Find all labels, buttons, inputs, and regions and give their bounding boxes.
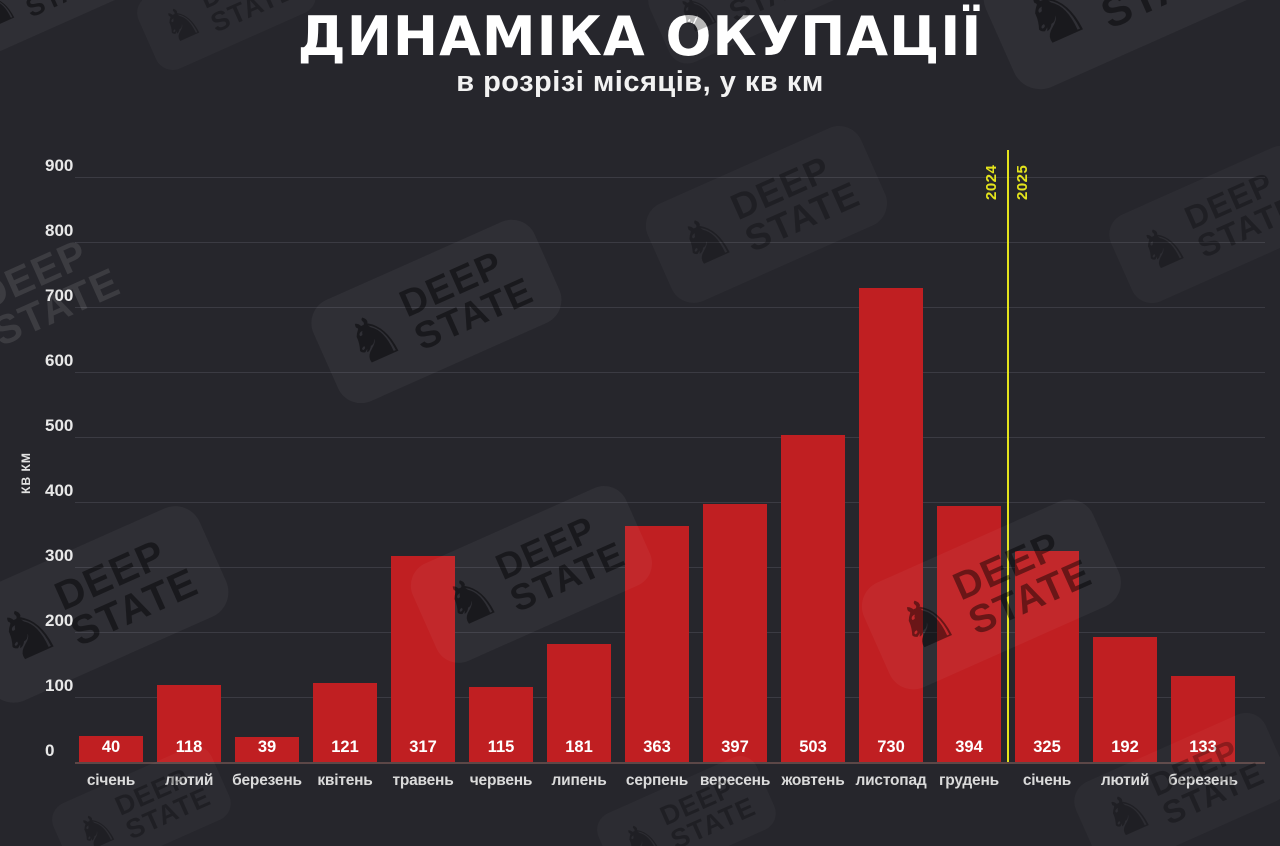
bar xyxy=(1093,637,1157,762)
bar xyxy=(1015,550,1079,762)
bar xyxy=(391,555,455,762)
x-axis-category-label: квітень xyxy=(317,772,373,789)
x-axis-line xyxy=(75,762,1265,764)
bar xyxy=(937,505,1001,762)
y-axis-tick-label: 300 xyxy=(45,546,74,565)
x-axis-category-label: січень xyxy=(86,772,136,789)
chart-header: ДИНАМІКА ОКУПАЦІЇ в розрізі місяців, у к… xyxy=(0,0,1280,99)
x-axis-category-label: червень xyxy=(469,772,533,789)
bar-value-label: 397 xyxy=(721,738,749,756)
bar xyxy=(547,644,611,762)
y-axis-tick-label: 700 xyxy=(45,286,74,305)
bar-value-label: 115 xyxy=(487,738,515,756)
y-axis-title: КВ КМ xyxy=(19,452,33,494)
y-axis-tick-label: 200 xyxy=(45,611,74,630)
x-axis-category-label: січень xyxy=(1022,772,1072,789)
bar-value-label: 118 xyxy=(175,738,203,756)
bar-value-label: 325 xyxy=(1033,738,1061,756)
x-axis-category-label: лютий xyxy=(164,772,214,789)
bar-value-label: 181 xyxy=(565,738,593,756)
bar xyxy=(235,736,299,762)
x-axis-category-label: липень xyxy=(551,772,607,789)
bar xyxy=(625,526,689,762)
y-axis-tick-label: 800 xyxy=(45,221,74,240)
bar xyxy=(859,287,923,762)
page-subtitle: в розрізі місяців, у кв км xyxy=(456,66,824,99)
bar-value-label: 363 xyxy=(643,738,671,756)
bar-value-label: 121 xyxy=(331,738,359,756)
bar-value-label: 133 xyxy=(1189,738,1217,756)
y-gridline xyxy=(75,502,1265,503)
y-gridline xyxy=(75,177,1265,178)
y-gridline xyxy=(75,242,1265,243)
year-label-2024: 2024 xyxy=(983,164,1000,200)
y-axis-tick-label: 600 xyxy=(45,351,74,370)
x-axis-category-label: листопад xyxy=(855,772,927,789)
x-axis-category-label: жовтень xyxy=(781,772,845,789)
x-axis-category-label: березень xyxy=(1168,772,1238,789)
bar-value-label: 40 xyxy=(101,738,121,756)
bar xyxy=(157,685,221,762)
bar xyxy=(1171,675,1235,762)
x-axis-category-label: грудень xyxy=(939,772,999,789)
bar xyxy=(313,683,377,762)
bar-value-label: 503 xyxy=(799,738,827,756)
y-axis-tick-label: 900 xyxy=(45,156,74,175)
bar-value-label: 192 xyxy=(1111,738,1139,756)
bar xyxy=(703,503,767,762)
y-gridline xyxy=(75,307,1265,308)
year-divider-line xyxy=(1007,150,1009,762)
bar xyxy=(469,687,533,762)
y-axis-tick-label: 100 xyxy=(45,676,74,695)
y-axis-tick-label: 0 xyxy=(45,741,55,760)
y-gridline xyxy=(75,437,1265,438)
x-axis-category-label: березень xyxy=(232,772,302,789)
year-label-2025: 2025 xyxy=(1014,164,1031,200)
bar xyxy=(781,435,845,762)
bar-value-label: 39 xyxy=(257,738,277,756)
page-title: ДИНАМІКА ОКУПАЦІЇ xyxy=(297,5,983,68)
bar xyxy=(79,736,143,762)
y-axis-tick-label: 500 xyxy=(45,416,74,435)
bar-value-label: 317 xyxy=(409,738,437,756)
x-axis-category-label: серпень xyxy=(625,772,689,789)
x-axis-category-label: вересень xyxy=(699,772,771,789)
x-axis-category-label: лютий xyxy=(1100,772,1150,789)
y-gridline xyxy=(75,372,1265,373)
y-axis-tick-label: 400 xyxy=(45,481,74,500)
bar-value-label: 730 xyxy=(877,738,905,756)
x-axis-category-label: травень xyxy=(392,772,454,789)
bar-value-label: 394 xyxy=(955,738,983,756)
